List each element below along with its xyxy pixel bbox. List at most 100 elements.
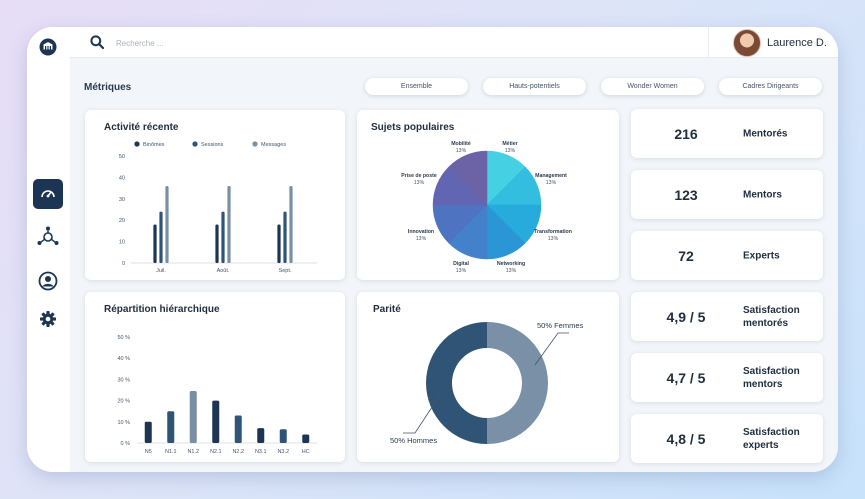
parity-chart: 50% Femmes 50% Hommes [390,321,584,445]
stat-value: 4,9 / 5 [666,308,706,325]
user-icon[interactable] [33,266,63,296]
hierarchy-card: Répartition hiérarchique 0 % 10 % 20 % 30 %… [85,292,345,462]
donut-label: 50% Hommes [390,436,437,445]
bar [234,415,242,443]
bar [215,224,219,263]
x-tick-label: N3.2 [277,449,289,455]
y-tick-label: 0 [122,261,125,267]
avatar[interactable] [733,28,761,57]
stat-card-experts: 72 Experts [631,231,823,280]
slice-label: Management [535,173,567,179]
slice-label: Innovation [408,229,434,235]
topics-card: Sujets populaires Métier 13% Management 13%… [357,110,619,280]
hierarchy-chart: 0 % 10 % 20 % 30 % 40 % 50 % N5 N1.1 N1.2 N2.1 N2.… [117,335,317,455]
card-title: Répartition hiérarchique [104,304,220,315]
bar [227,185,231,263]
slice-value: 13% [414,180,425,186]
stat-label: Satisfaction experts [743,426,800,451]
y-tick-label: 50 % [117,335,130,341]
y-tick-label: 20 % [117,399,130,405]
x-tick-label: Sept. [279,268,292,274]
stat-card-satisfaction-experts: 4,8 / 5 Satisfaction experts [631,414,823,463]
filter-label: Cadres Dirigeants [742,83,799,90]
filter-hauts-potentiels[interactable]: Hauts-potentiels [483,78,586,95]
legend-marker [134,141,140,147]
activity-card: Activité récente 0 10 20 30 40 50 Binômes Sessi… [85,110,345,280]
search-input[interactable] [116,35,316,51]
stat-label: Satisfaction mentors [743,365,800,390]
filter-ensemble[interactable]: Ensemble [365,78,468,95]
main-content: Métriques Ensemble Hauts-potentiels Wond… [70,58,838,472]
slice-value: 13% [416,236,427,242]
pie-slice [448,150,488,206]
network-icon[interactable] [33,222,63,252]
filter-wonder-women[interactable]: Wonder Women [601,78,704,95]
stat-value: 4,7 / 5 [666,369,706,386]
stat-value: 72 [678,247,694,264]
user-menu[interactable]: Laurence D. [708,27,838,58]
stat-card-mentors: 123 Mentors [631,170,823,219]
stat-card-satisfaction-mentores: 4,9 / 5 Satisfaction mentorés [631,292,823,341]
filter-label: Ensemble [400,83,433,90]
x-tick-label: N1.1 [165,449,177,455]
leader-line [534,332,569,366]
card-title: Sujets populaires [371,122,455,133]
filter-label: Wonder Women [627,83,678,90]
legend-label: Binômes [143,142,165,148]
stat-label: Mentorés [743,128,788,139]
y-tick-label: 10 [119,240,125,246]
stat-value: 123 [674,186,698,203]
slice-value: 13% [505,148,516,154]
bar [165,185,169,263]
bar [279,429,287,443]
x-tick-label: Juil. [156,268,166,274]
y-tick-label: 40 [119,175,125,181]
bar [289,185,293,263]
top-bar: Laurence D. [70,27,838,58]
bar [144,421,152,443]
x-tick-label: N5 [145,449,152,455]
activity-chart: 0 10 20 30 40 50 Binômes Sessions Messages Juil. A… [119,141,317,274]
logo-icon[interactable] [33,32,63,62]
legend-label: Sessions [201,142,224,148]
x-tick-label: N2.2 [232,449,244,455]
bar [167,411,175,443]
slice-label: Transformation [534,229,572,235]
bar [212,400,220,443]
slice-value: 13% [548,236,559,242]
bar [159,211,163,263]
filter-cadres-dirigeants[interactable]: Cadres Dirigeants [719,78,822,95]
slice-value: 13% [456,148,467,154]
dashboard-icon[interactable] [33,179,63,209]
donut-label: 50% Femmes [537,321,584,330]
bar [302,434,310,443]
x-tick-label: Août. [217,268,230,274]
stat-label: Mentors [743,189,782,200]
gear-icon[interactable] [33,304,63,334]
search-icon[interactable] [90,35,105,54]
stat-card-satisfaction-mentors: 4,7 / 5 Satisfaction mentors [631,353,823,402]
slice-label: Métier [502,141,517,147]
parity-card: Parité 50% Femmes 50% Hommes [357,292,619,462]
donut-slice [426,322,487,444]
slice-value: 13% [506,268,517,274]
app-window: Laurence D. Métriques Ensemble Hauts-pot… [27,27,838,472]
stat-card-mentores: 216 Mentorés [631,109,823,158]
bar [277,224,281,263]
y-tick-label: 20 [119,218,125,224]
x-tick-label: N3.1 [255,449,267,455]
y-tick-label: 40 % [117,356,130,362]
slice-value: 13% [546,180,557,186]
stat-label: Experts [743,250,780,261]
bar [153,224,157,263]
topics-chart: Métier13%Management13%Transformation13%N… [401,141,572,274]
page-title: Métriques [84,82,132,93]
card-title: Parité [373,304,401,315]
x-tick-label: N1.2 [187,449,199,455]
slice-label: Networking [497,261,525,267]
y-tick-label: 30 % [117,377,130,383]
card-title: Activité récente [104,122,179,133]
legend-marker [192,141,198,147]
stat-value: 216 [674,125,698,142]
hierarchy-plot: 0 % 10 % 20 % 30 % 40 % 50 % N5 N1.1 N1.2 N2.1 N2.… [117,335,317,455]
